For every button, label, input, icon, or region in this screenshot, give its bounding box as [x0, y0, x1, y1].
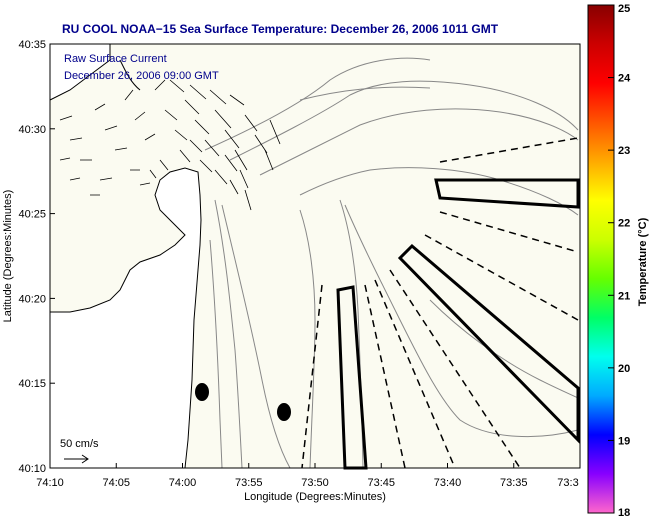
land-area-north — [50, 44, 110, 100]
x-tick-label: 73:55 — [235, 477, 263, 489]
map-panel: 50 cm/s Raw Surface Current December 26,… — [49, 43, 581, 470]
colorbar-tick-label: 22 — [618, 218, 630, 230]
y-tick-label: 40:10 — [18, 463, 46, 475]
x-tick-label: 74:00 — [169, 477, 197, 489]
x-tick-label: 73:50 — [301, 477, 329, 489]
x-tick-label: 73:45 — [367, 477, 395, 489]
colorbar-tick-label: 19 — [618, 435, 630, 447]
map-title: RU COOL NOAA−15 Sea Surface Temperature:… — [62, 22, 499, 36]
x-axis-label: Longitude (Degrees:Minutes) — [244, 491, 386, 503]
x-tick-label: 73:3 — [557, 477, 578, 489]
y-tick-label: 40:35 — [18, 39, 46, 51]
colorbar-ticks: 25 24 23 22 21 20 19 18 — [608, 3, 631, 518]
surface-current-vectors — [59, 79, 281, 211]
station-marker — [277, 403, 291, 421]
colorbar-tick-label: 25 — [618, 3, 630, 15]
y-axis-label: Latitude (Degrees:Minutes) — [2, 190, 14, 323]
x-tick-label: 73:40 — [434, 477, 462, 489]
scale-label: 50 cm/s — [60, 438, 99, 450]
radial-beam-lines — [301, 137, 579, 469]
station-markers — [195, 383, 291, 421]
colorbar-tick-label: 21 — [618, 290, 630, 302]
y-axis: 40:35 40:30 40:25 40:20 40:15 40:10 — [18, 39, 55, 475]
colorbar-tick-label: 23 — [618, 145, 630, 157]
colorbar-label: Temperature (°C) — [637, 217, 649, 306]
x-tick-label: 73:35 — [500, 477, 528, 489]
x-tick-label: 74:05 — [102, 477, 130, 489]
coastline — [49, 44, 202, 469]
legend-date: December 26, 2006 09:00 GMT — [64, 70, 219, 82]
land-area — [50, 44, 201, 468]
colorbar-tick-label: 24 — [618, 73, 631, 85]
y-tick-label: 40:15 — [18, 378, 46, 390]
scale-arrow-icon — [64, 454, 89, 464]
y-tick-label: 40:25 — [18, 209, 46, 221]
colorbar-tick-label: 20 — [618, 363, 630, 375]
x-axis: 74:10 74:05 74:00 73:55 73:50 73:45 73:40 73:35… — [36, 463, 581, 489]
legend-current: Raw Surface Current — [64, 53, 167, 65]
y-tick-label: 40:20 — [18, 293, 46, 305]
current-scale: 50 cm/s — [60, 438, 99, 464]
y-tick-label: 40:30 — [18, 124, 46, 136]
box-diagonal — [397, 243, 580, 444]
station-marker — [195, 383, 209, 401]
box-east — [434, 178, 580, 209]
colorbar-tick-label: 18 — [618, 507, 630, 518]
colorbar — [587, 4, 615, 514]
x-tick-label: 74:10 — [36, 477, 64, 489]
